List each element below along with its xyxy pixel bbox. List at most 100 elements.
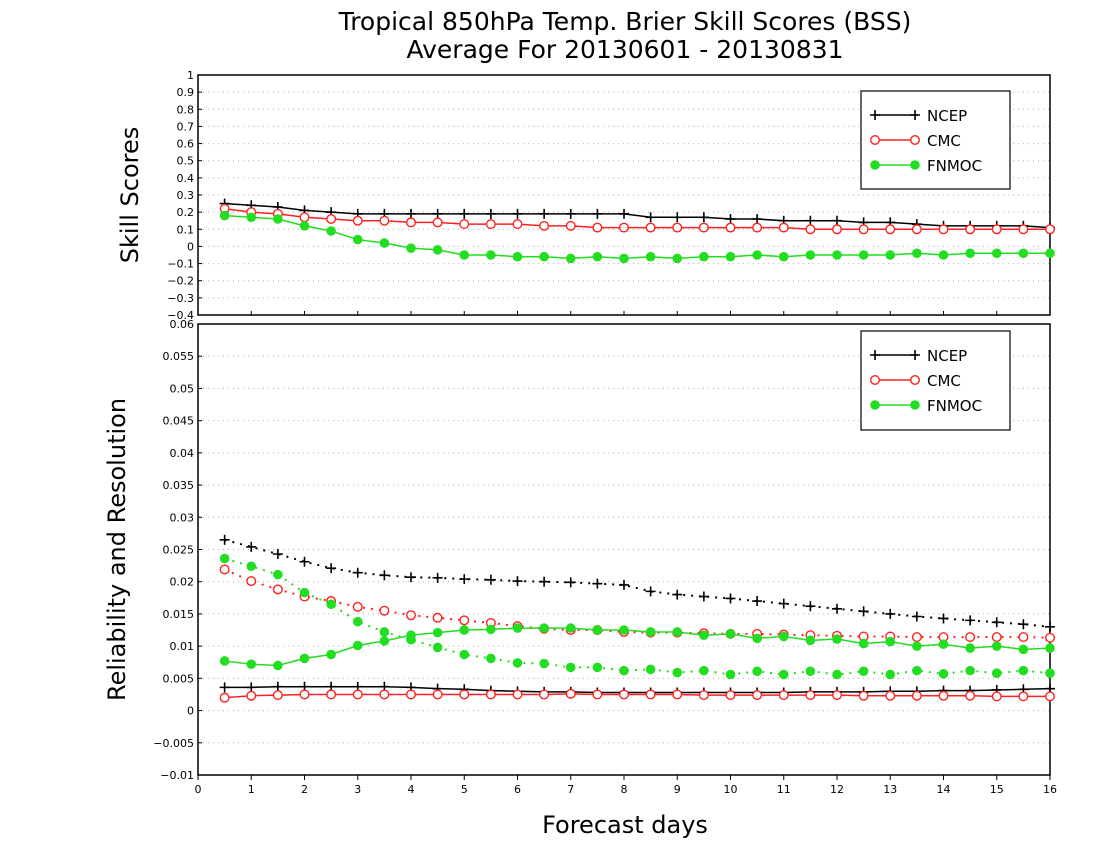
data-point [592, 208, 603, 219]
data-point [778, 251, 789, 262]
data-point [432, 612, 443, 623]
series-cmc-solid [219, 688, 1055, 703]
data-point [406, 610, 417, 621]
data-point [299, 689, 310, 700]
data-point [991, 617, 1002, 628]
data-point [645, 627, 656, 637]
data-point [432, 642, 443, 653]
series-fnmoc-solid [219, 623, 1055, 671]
data-point [885, 636, 896, 647]
x-tick-label: 15 [990, 783, 1004, 796]
y-tick-label: −0.01 [160, 769, 194, 782]
series-cmc-solid [219, 203, 1055, 235]
y-tick-label: 0.9 [177, 86, 195, 99]
y-tick-label: −0.2 [167, 275, 194, 288]
data-point [406, 217, 417, 228]
data-point [725, 214, 736, 224]
data-point [911, 690, 922, 701]
data-point [352, 234, 363, 245]
data-point [486, 624, 496, 635]
data-point [912, 248, 922, 259]
data-point [299, 221, 310, 231]
data-point [1018, 619, 1029, 630]
data-point [885, 250, 896, 260]
data-point [459, 574, 470, 585]
data-point [432, 689, 443, 700]
data-point [910, 375, 921, 386]
y-tick-label: 0.03 [170, 511, 195, 524]
data-point [326, 563, 337, 574]
data-point [698, 212, 709, 223]
data-point [870, 160, 880, 170]
data-point [805, 601, 816, 612]
data-point [485, 689, 496, 700]
data-point [912, 665, 922, 676]
data-point [432, 245, 443, 255]
data-point [778, 631, 789, 642]
series-line [224, 693, 1050, 699]
data-point [486, 250, 496, 260]
legend-label: CMC [927, 372, 961, 390]
y-tick-label: 0.005 [163, 672, 195, 685]
y-tick-label: 0.035 [163, 479, 195, 492]
data-point [938, 250, 949, 260]
y-tick-label: 1 [187, 69, 194, 82]
data-point [832, 634, 842, 644]
data-point [619, 625, 629, 635]
data-point [1045, 621, 1055, 632]
data-point [672, 667, 683, 678]
data-point [219, 534, 230, 545]
y-tick-label: 0.8 [177, 103, 195, 116]
data-point [565, 577, 576, 588]
data-point [858, 606, 869, 617]
data-point [512, 658, 523, 668]
data-point [1045, 643, 1055, 653]
y-tick-label: 0.01 [170, 640, 195, 653]
data-point [752, 222, 763, 233]
x-tick-label: 7 [567, 783, 574, 796]
data-point [406, 572, 416, 583]
data-point [832, 224, 843, 235]
y-tick-label: 0.045 [163, 415, 195, 428]
y-tick-label: 0.04 [170, 447, 195, 460]
data-point [778, 669, 789, 680]
y-tick-label: 0.1 [177, 223, 195, 236]
data-point [699, 630, 709, 640]
data-point [459, 615, 470, 626]
legend: NCEP CMC FNMOC [860, 330, 1011, 431]
data-point [672, 627, 683, 637]
plot-frame [197, 74, 1051, 316]
legend-label: FNMOC [927, 397, 982, 415]
x-tick-label: 9 [674, 783, 681, 796]
data-point [1018, 665, 1029, 676]
data-point [910, 134, 921, 145]
data-point [698, 591, 709, 602]
data-point [485, 574, 496, 585]
data-point [1045, 248, 1055, 259]
legend: NCEP CMC FNMOC [860, 90, 1011, 190]
data-point [1018, 224, 1029, 235]
data-point [459, 208, 470, 219]
data-point [672, 589, 683, 600]
data-point [752, 666, 762, 677]
data-point [725, 251, 736, 262]
data-point [565, 688, 576, 699]
y-tick-label: 0 [187, 240, 194, 253]
data-point [272, 584, 283, 595]
data-point [379, 689, 390, 700]
data-point [965, 615, 976, 626]
data-point [565, 208, 576, 219]
data-point [246, 659, 257, 669]
series-line [224, 538, 1051, 628]
legend-label: FNMOC [927, 157, 982, 175]
data-point [858, 690, 869, 701]
series-line [224, 627, 1051, 667]
data-point [379, 238, 390, 248]
data-point [539, 208, 550, 219]
data-point [299, 212, 310, 223]
y-tick-label: 0.02 [170, 576, 195, 589]
data-point [565, 253, 576, 264]
data-point [565, 662, 576, 673]
data-point [885, 669, 896, 680]
data-point [299, 653, 310, 664]
